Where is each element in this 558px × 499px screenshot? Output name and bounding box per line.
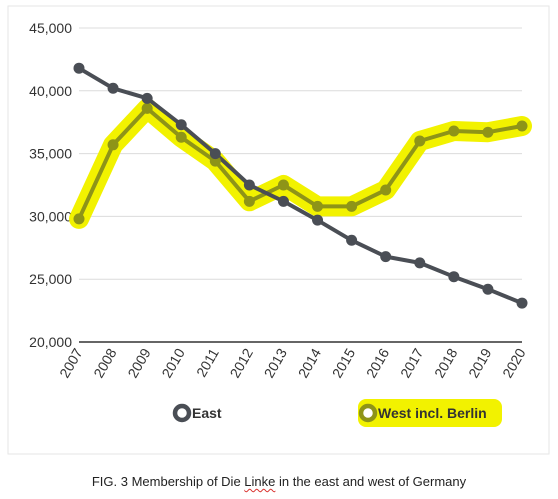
data-point [516, 297, 528, 309]
y-tick-label: 35,000 [29, 146, 72, 162]
data-point [312, 214, 324, 226]
data-point [175, 131, 187, 143]
caption-suffix: in the east and west of Germany [275, 474, 467, 489]
caption-marked-word: Linke [244, 474, 276, 489]
legend-label-0: East [192, 405, 222, 421]
data-point [277, 179, 289, 191]
data-point [209, 155, 221, 167]
y-tick-label: 45,000 [29, 20, 72, 36]
data-point [243, 179, 255, 191]
data-point [141, 102, 153, 114]
legend-marker [358, 403, 378, 423]
series-lines [77, 66, 523, 305]
data-point [380, 184, 392, 196]
data-point [414, 257, 426, 269]
data-point [312, 200, 324, 212]
data-point [107, 139, 119, 151]
legend-highlight [358, 399, 502, 427]
data-point [141, 92, 153, 104]
data-point [346, 234, 358, 246]
data-point [380, 251, 392, 263]
data-point [277, 195, 289, 207]
data-point [414, 135, 426, 147]
y-tick-label: 40,000 [29, 83, 72, 99]
data-point [209, 148, 221, 160]
data-point [516, 120, 528, 132]
y-tick-label: 30,000 [29, 208, 72, 224]
data-point [175, 119, 187, 131]
y-tick-label: 20,000 [29, 334, 72, 350]
data-point [73, 213, 85, 225]
series-line-0 [77, 66, 523, 305]
data-point [482, 126, 494, 138]
y-tick-label: 25,000 [29, 271, 72, 287]
series-line-1 [77, 106, 523, 220]
data-point [482, 283, 494, 295]
y-axis-tick-labels: 20,000 25,000 30,000 35,000 40,000 45,000 [29, 20, 72, 350]
gridlines [79, 27, 522, 280]
series-points [73, 62, 528, 309]
data-point [448, 271, 460, 283]
caption-prefix: FIG. 3 Membership of Die [91, 474, 245, 489]
legend: East West incl. Berlin [172, 399, 502, 427]
figure-caption: FIG. 3 Membership of Die Linke in the ea… [0, 474, 558, 489]
data-point [243, 195, 255, 207]
legend-label-1: West incl. Berlin [378, 405, 487, 421]
data-point [107, 82, 119, 94]
data-point [346, 200, 358, 212]
legend-marker [172, 403, 192, 423]
data-point [73, 62, 85, 74]
data-point [448, 125, 460, 137]
